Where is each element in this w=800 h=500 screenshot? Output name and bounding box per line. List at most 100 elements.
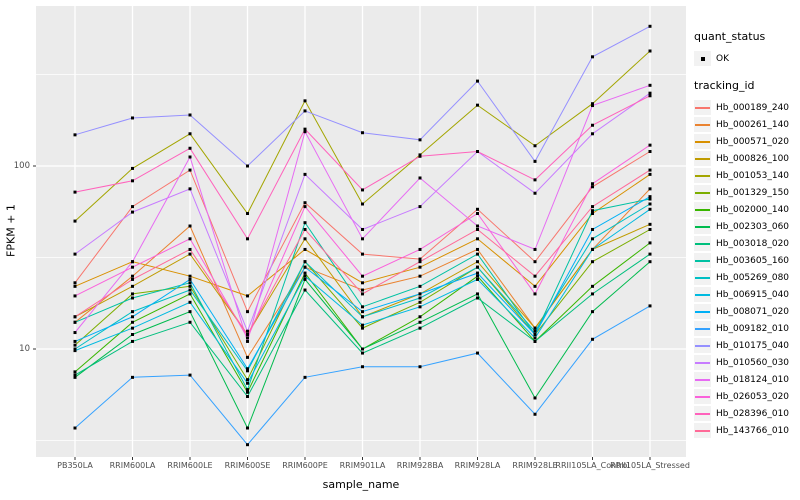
data-point	[361, 305, 364, 309]
data-point	[591, 237, 594, 241]
data-point	[361, 288, 364, 292]
data-point	[533, 329, 537, 333]
data-point	[246, 395, 249, 399]
data-point	[591, 310, 594, 314]
data-point	[303, 274, 307, 278]
legend-item-label: Hb_026053_020	[716, 391, 790, 402]
legend-item-Hb_002303_060: Hb_002303_060	[694, 218, 800, 235]
data-point	[131, 326, 134, 330]
data-point	[131, 210, 134, 214]
data-point	[533, 339, 537, 343]
data-point	[246, 310, 249, 314]
data-point	[418, 284, 422, 288]
data-point	[418, 260, 422, 264]
line-swatch-icon	[694, 100, 711, 115]
data-point	[648, 83, 652, 87]
line-swatch-icon	[694, 372, 711, 387]
tracking-id-legend-items: Hb_000189_240 Hb_000261_140 Hb_000571_020 H…	[694, 99, 800, 439]
data-point	[648, 227, 652, 231]
legend-item-label: Hb_002000_140	[716, 204, 790, 215]
data-point	[73, 331, 77, 335]
x-tick-label: RRIM600SE	[224, 461, 271, 470]
data-point	[476, 224, 479, 228]
data-point	[131, 179, 134, 183]
data-point	[131, 339, 134, 343]
legend-item-Hb_018124_010: Hb_018124_010	[694, 371, 800, 388]
data-point	[648, 260, 652, 264]
data-point	[188, 187, 192, 191]
data-point	[73, 281, 77, 285]
data-point	[303, 127, 307, 131]
data-point	[246, 237, 249, 241]
data-point	[591, 55, 594, 59]
legend-item-label: Hb_000826_100	[716, 153, 790, 164]
data-point	[73, 375, 77, 379]
data-point	[591, 104, 594, 108]
x-axis-title: sample_name	[322, 478, 400, 491]
data-point	[591, 123, 594, 127]
data-point	[131, 292, 134, 296]
data-point	[246, 164, 249, 168]
legend-item-Hb_026053_020: Hb_026053_020	[694, 388, 800, 405]
data-point	[246, 378, 249, 382]
y-tick-label: 100	[13, 161, 30, 171]
panel-background	[36, 6, 686, 457]
line-swatch-icon	[694, 338, 711, 353]
data-point	[591, 337, 594, 341]
data-point	[533, 336, 537, 340]
data-point	[246, 212, 249, 216]
legend-item-Hb_006915_040: Hb_006915_040	[694, 286, 800, 303]
data-point	[591, 102, 594, 106]
data-point	[73, 294, 77, 298]
legend-item-label: Hb_001329_150	[716, 187, 790, 198]
data-point	[648, 195, 652, 199]
data-point	[131, 296, 134, 300]
data-point	[533, 144, 537, 148]
legend-item-Hb_000189_240: Hb_000189_240	[694, 99, 800, 116]
data-point	[246, 381, 249, 385]
data-point	[648, 222, 652, 226]
legend-item-label: Hb_003018_020	[716, 238, 790, 249]
data-point	[303, 227, 307, 231]
data-point	[303, 205, 307, 209]
data-point	[188, 292, 192, 296]
data-point	[533, 333, 537, 337]
data-point	[246, 355, 249, 359]
data-point	[591, 227, 594, 231]
data-point	[361, 252, 364, 256]
data-point	[533, 396, 537, 400]
legend-item-Hb_000826_100: Hb_000826_100	[694, 150, 800, 167]
data-point	[73, 320, 77, 324]
legend-item-Hb_001053_140: Hb_001053_140	[694, 167, 800, 184]
line-swatch-icon	[694, 168, 711, 183]
data-point	[188, 252, 192, 256]
x-tick-label: RRIM928LA	[454, 461, 501, 470]
legend-item-label: Hb_000571_020	[716, 136, 790, 147]
data-point	[476, 351, 479, 355]
data-point	[303, 271, 307, 275]
data-point	[188, 247, 192, 251]
data-point	[648, 207, 652, 211]
data-point	[131, 315, 134, 319]
line-swatch-icon	[694, 185, 711, 200]
data-point	[648, 91, 652, 95]
legend-item-Hb_000571_020: Hb_000571_020	[694, 133, 800, 150]
data-point	[303, 375, 307, 379]
data-point	[476, 212, 479, 216]
data-point	[476, 207, 479, 211]
data-point	[533, 260, 537, 264]
data-point	[131, 260, 134, 264]
data-point	[476, 277, 479, 281]
data-point	[131, 310, 134, 314]
data-point	[73, 339, 77, 343]
line-swatch-icon	[694, 287, 711, 302]
data-point	[188, 146, 192, 150]
data-point	[188, 373, 192, 377]
data-point	[418, 315, 422, 319]
line-swatch-icon	[694, 270, 711, 285]
data-point	[418, 205, 422, 209]
data-point	[303, 201, 307, 205]
data-point	[131, 116, 134, 120]
x-tick-label: RRIM928BA	[396, 461, 444, 470]
